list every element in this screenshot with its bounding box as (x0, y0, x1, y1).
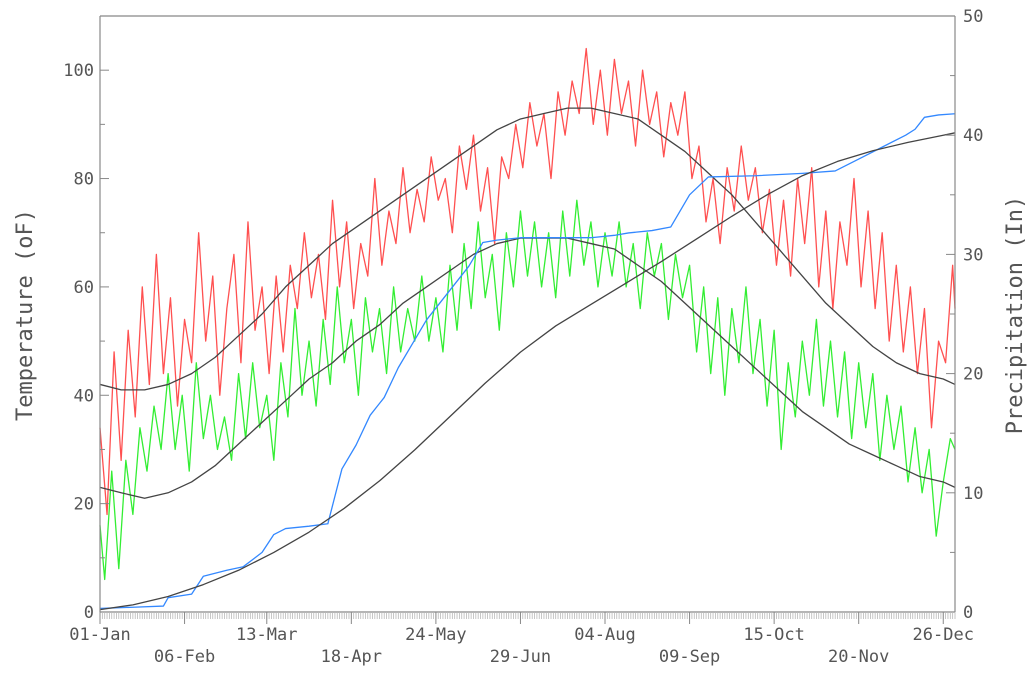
x-tick-label: 20-Nov (828, 647, 889, 667)
y-left-tick-label: 40 (74, 386, 94, 406)
normal-max-temperature-line (99, 107, 956, 391)
x-tick-label: 01-Jan (69, 625, 130, 645)
normal-precipitation-line (99, 132, 956, 611)
x-tick-label: 13-Mar (236, 625, 297, 645)
y-left-tick-label: 60 (74, 278, 94, 298)
daily-max-temperature-line (99, 47, 956, 516)
actual-precipitation-line (99, 113, 956, 610)
y-right-tick-label: 30 (963, 245, 983, 265)
y-left-tick-label: 80 (74, 170, 94, 190)
daily-min-temperature-line (99, 199, 956, 581)
y-right-tick-label: 0 (963, 603, 973, 623)
y-left-tick-label: 100 (63, 61, 94, 81)
y-left-tick-label: 0 (84, 603, 94, 623)
x-tick-label: 15-Oct (743, 625, 804, 645)
x-tick-label: 24-May (405, 625, 466, 645)
y-left-axis-title: Temperature (oF) (13, 209, 38, 421)
normal-min-temperature-line (99, 237, 956, 499)
x-tick-label: 18-Apr (321, 647, 382, 667)
x-tick-label: 26-Dec (913, 625, 974, 645)
plot-area (99, 47, 956, 611)
x-tick-label: 04-Aug (574, 625, 635, 645)
y-right-axis-title: Precipitation (In) (1003, 196, 1028, 434)
y-right-tick-label: 10 (963, 484, 983, 504)
x-tick-label: 09-Sep (659, 647, 720, 667)
axes: Temperature (oF) Precipitation (In) 0 20 4… (13, 7, 1028, 667)
y-right-tick-label: 40 (963, 126, 983, 146)
y-right-tick-label: 50 (963, 7, 983, 27)
y-right-tick-label: 20 (963, 365, 983, 385)
x-tick-label: 06-Feb (154, 647, 215, 667)
x-tick-label: 29-Jun (490, 647, 551, 667)
x-daily-ticks (99, 612, 956, 619)
y-left-tick-label: 20 (74, 495, 94, 515)
